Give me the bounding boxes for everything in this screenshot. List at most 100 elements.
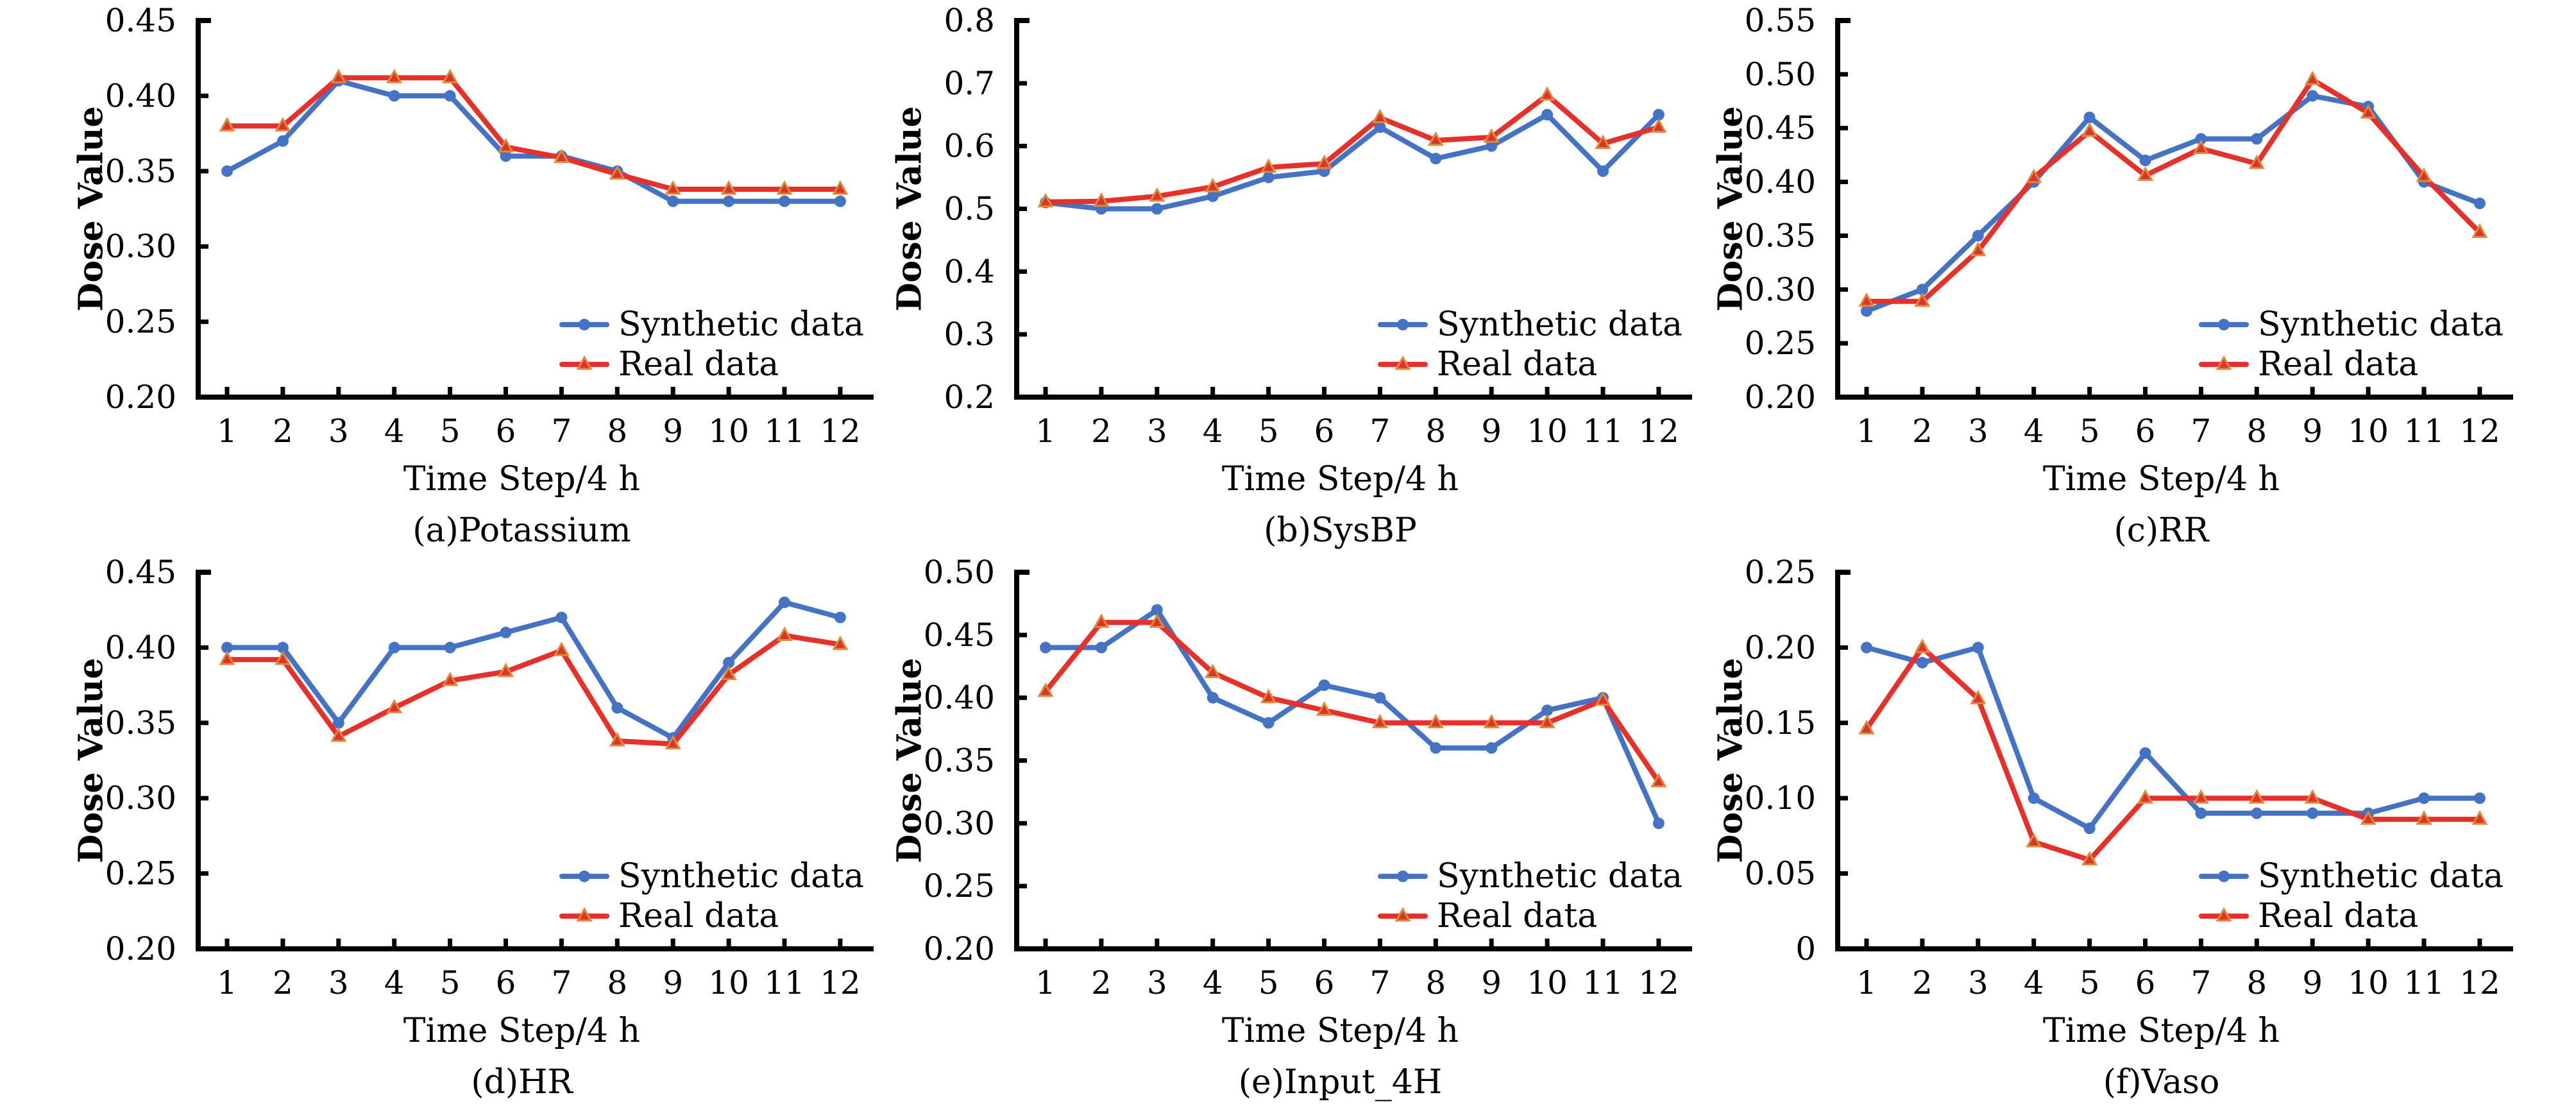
- real-data-point: [609, 165, 625, 180]
- x-axis-title: Time Step/4 h: [1222, 1012, 1459, 1050]
- y-tick-label: 0.20: [1745, 379, 1816, 416]
- synthetic-data-point: [1040, 642, 1051, 654]
- real-data-point: [720, 665, 737, 681]
- real-data-point: [776, 626, 793, 642]
- x-tick-label: 8: [1425, 413, 1446, 450]
- real-data-point: [1650, 118, 1667, 133]
- real-data-point: [665, 180, 681, 195]
- real-data-line: [225, 75, 843, 192]
- real-data-point: [1316, 154, 1333, 169]
- synthetic-data-point: [1652, 108, 1665, 121]
- real-data-point: [1858, 720, 1875, 735]
- real-data-point: [1914, 292, 1931, 307]
- x-tick-label: 10: [1527, 413, 1568, 450]
- x-tick-label: 10: [708, 413, 749, 450]
- real-data-point: [1970, 690, 1987, 704]
- synthetic-data-point: [1318, 679, 1330, 692]
- x-tick-label: 1: [1856, 413, 1877, 450]
- y-axis-title: Dose Value: [72, 658, 111, 863]
- real-data-point: [2192, 789, 2209, 804]
- synthetic-data-point: [276, 642, 289, 654]
- real-data-point: [2416, 167, 2432, 182]
- y-tick-label: 0.45: [924, 617, 995, 654]
- real-data-point: [2026, 833, 2042, 847]
- x-axis-title: Time Step/4 h: [1222, 460, 1459, 498]
- synthetic-data-point: [723, 656, 735, 668]
- x-tick-label: 2: [1912, 413, 1933, 450]
- y-tick-label: 0.40: [105, 629, 176, 666]
- real-data-point: [553, 148, 570, 164]
- real-data-point: [1260, 688, 1277, 704]
- x-tick-label: 5: [440, 413, 461, 450]
- synthetic-data-point: [2251, 807, 2263, 819]
- y-tick-label: 0.25: [1745, 325, 1816, 362]
- legend-synthetic-marker: [1397, 319, 1409, 330]
- synthetic-data-point: [834, 611, 846, 624]
- synthetic-data-point: [2139, 155, 2151, 167]
- legend-synthetic-marker: [1397, 871, 1409, 882]
- synthetic-data-line: [225, 78, 843, 204]
- x-tick-label: 12: [1638, 964, 1679, 1001]
- x-tick-label: 6: [2135, 964, 2156, 1001]
- x-tick-label: 11: [2403, 413, 2445, 450]
- legend-synthetic-marker: [2218, 871, 2230, 882]
- panel-input-4h: Dose Value Time Step/4 h (e)Input_4H 0.2…: [890, 554, 1692, 1102]
- y-tick-label: 0.50: [924, 554, 995, 591]
- y-tick-label: 0.8: [944, 2, 995, 39]
- legend-real-marker: [2216, 355, 2232, 370]
- x-tick-label: 10: [2348, 964, 2389, 1001]
- synthetic-data-point: [500, 150, 512, 162]
- x-tick-label: 3: [328, 413, 349, 450]
- x-tick-label: 9: [663, 413, 683, 450]
- synthetic-data-point: [555, 611, 568, 624]
- real-data-point: [442, 69, 459, 83]
- x-tick-label: 8: [607, 413, 627, 450]
- y-tick-label: 0.3: [944, 316, 995, 353]
- synthetic-data-point: [1374, 121, 1386, 133]
- real-data-point: [832, 180, 849, 195]
- y-tick-label: 0.05: [1745, 855, 1816, 892]
- x-tick-label: 6: [1314, 413, 1335, 450]
- y-axis-title: Dose Value: [1711, 658, 1750, 863]
- synthetic-data-point: [1916, 656, 1928, 668]
- real-data-point: [219, 651, 235, 665]
- real-data-point: [1595, 691, 1611, 706]
- real-data-point: [2471, 223, 2488, 238]
- y-tick-label: 0.25: [924, 867, 995, 905]
- x-tick-label: 4: [1203, 413, 1223, 450]
- real-data-point: [1316, 701, 1333, 716]
- real-data-point: [442, 671, 459, 686]
- legend-label-synthetic: Synthetic data: [618, 857, 864, 896]
- x-tick-label: 9: [2302, 964, 2323, 1001]
- y-tick-label: 0.35: [105, 704, 176, 742]
- x-tick-label: 3: [1147, 413, 1167, 450]
- synthetic-data-point: [388, 642, 400, 654]
- x-tick-label: 4: [384, 964, 405, 1001]
- x-tick-label: 12: [2459, 964, 2500, 1001]
- real-data-point: [497, 662, 514, 677]
- y-tick-label: 0.25: [105, 855, 176, 892]
- synthetic-data-point: [1597, 165, 1609, 177]
- synthetic-data-point: [1262, 717, 1275, 729]
- synthetic-data-point: [2418, 792, 2430, 804]
- x-tick-label: 2: [1912, 964, 1933, 1001]
- real-data-point: [553, 642, 570, 656]
- synthetic-data-point: [1916, 284, 1928, 296]
- real-data-point: [2192, 139, 2209, 155]
- synthetic-data-point: [221, 642, 233, 654]
- real-data-point: [2304, 789, 2321, 804]
- y-tick-label: 0.30: [105, 779, 176, 817]
- real-data-point: [1205, 178, 1221, 192]
- real-data-line: [1043, 92, 1661, 205]
- synthetic-data-point: [1430, 153, 1442, 165]
- real-data-line: [1864, 77, 2482, 304]
- legend-label-real: Real data: [1437, 345, 1597, 384]
- x-tick-label: 3: [328, 964, 349, 1001]
- synthetic-data-point: [1374, 692, 1386, 704]
- y-tick-label: 0.30: [105, 228, 176, 265]
- legend-label-real: Real data: [2258, 897, 2418, 935]
- y-tick-label: 0.55: [1745, 2, 1816, 39]
- real-data-point: [1149, 613, 1165, 628]
- panel-potassium: Dose Value Time Step/4 h (a)Potassium 0.…: [72, 2, 874, 550]
- x-tick-label: 9: [2302, 413, 2323, 450]
